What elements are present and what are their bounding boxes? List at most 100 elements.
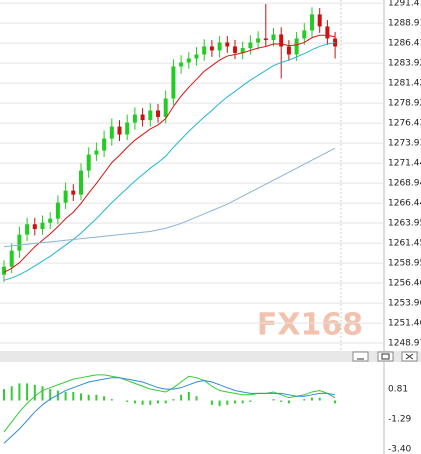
histogram-bar (303, 399, 306, 401)
candle-body (71, 190, 76, 195)
candle-body (279, 34, 284, 47)
histogram-bar (241, 400, 244, 404)
candle-body (248, 42, 253, 49)
candle-body (148, 110, 153, 121)
candle-body (286, 46, 291, 55)
histogram-bar (287, 400, 290, 404)
histogram-bar (103, 396, 106, 401)
candle-body (17, 234, 22, 251)
candle-body (79, 170, 83, 195)
candle-body (256, 38, 261, 43)
histogram-bar (110, 399, 113, 401)
histogram-bar (234, 400, 236, 404)
candle-body (109, 126, 114, 139)
candle-body (63, 190, 68, 203)
candle-body (40, 222, 45, 230)
y-tick-label: 1263.95 (388, 219, 421, 229)
candle-body (333, 38, 338, 47)
y-tick-label: 1283.92 (388, 59, 421, 69)
candle-body (163, 98, 168, 117)
histogram-bar (149, 400, 152, 405)
histogram-bar (26, 383, 29, 401)
histogram-bar (3, 389, 5, 401)
y-tick-label: 1253.96 (388, 299, 421, 309)
histogram-bar (172, 399, 175, 401)
histogram-bar (218, 400, 221, 407)
line (3, 147, 336, 248)
candle-body (263, 38, 268, 41)
candle-body (94, 150, 99, 155)
watermark: FX168 (257, 308, 363, 343)
histogram-bar (318, 397, 321, 401)
line (3, 377, 336, 444)
minimize-button[interactable] (352, 351, 369, 362)
histogram-bar (56, 390, 59, 401)
candle-body (271, 34, 276, 41)
y-tick-label: 1278.92 (388, 99, 421, 109)
candle-body (171, 66, 176, 99)
histogram-bar (180, 394, 183, 401)
histogram-bar (49, 389, 52, 401)
candle-body (55, 202, 60, 219)
maximize-button[interactable] (377, 351, 394, 362)
histogram-bar (10, 386, 13, 401)
candle-body (225, 42, 230, 47)
histogram-bar (210, 400, 213, 405)
y-tick-label: 1268.94 (388, 179, 421, 189)
histogram-bar (95, 394, 98, 401)
candle-body (48, 218, 53, 223)
histogram-bar (226, 400, 229, 405)
histogram-bar (18, 383, 21, 401)
histogram-bar (187, 391, 190, 401)
y-tick-label: 1271.44 (388, 159, 421, 169)
histogram-bar (41, 386, 44, 401)
panel-buttons[interactable] (352, 351, 418, 362)
line (3, 34, 336, 273)
candle-body (140, 114, 145, 121)
y-tick-label: 1276.43 (388, 119, 421, 129)
candle-body (310, 14, 314, 31)
candle-body (233, 46, 237, 53)
y-tick-label: -1.29 (388, 414, 412, 424)
y-tick-label: 1291.41 (388, 0, 421, 9)
y-tick-label: -3.40 (388, 445, 412, 454)
candle-body (156, 110, 160, 117)
y-tick-label: 1273.93 (388, 139, 421, 149)
y-tick-label: 1261.45 (388, 239, 421, 249)
y-tick-label: 0.81 (388, 384, 408, 394)
histogram-bar (195, 396, 198, 401)
candle-body (202, 46, 207, 55)
histogram-bar (280, 400, 283, 402)
y-tick-label: 1251.46 (388, 319, 421, 329)
histogram-bar (133, 400, 136, 404)
candle-body (86, 154, 91, 171)
histogram-bar (164, 400, 167, 404)
y-tick-label: 1248.97 (388, 339, 421, 349)
y-tick-label: 1256.46 (388, 279, 421, 289)
candle-body (117, 126, 122, 135)
histogram-bar (249, 400, 252, 402)
candle-body (179, 62, 184, 67)
y-tick-label: 1266.44 (388, 199, 421, 209)
histogram-bar (141, 400, 144, 405)
candle-body (194, 54, 199, 59)
histogram-bar (126, 400, 129, 402)
histogram-bar (87, 394, 90, 401)
candle-body (294, 38, 299, 55)
y-tick-label: 1286.41 (388, 39, 421, 49)
candle-body (125, 122, 130, 135)
candle-body (302, 30, 307, 39)
candle-body (240, 48, 245, 53)
close-icon (405, 353, 414, 360)
candle-body (132, 114, 137, 123)
y-tick-label: 1288.91 (388, 19, 421, 29)
histogram-bar (64, 391, 67, 401)
y-tick-label: 1281.42 (388, 79, 421, 89)
panel-toolbar (0, 351, 421, 362)
histogram-bar (80, 393, 82, 401)
histogram-bar (157, 400, 159, 404)
candle-body (25, 224, 30, 235)
histogram-bar (33, 384, 36, 401)
